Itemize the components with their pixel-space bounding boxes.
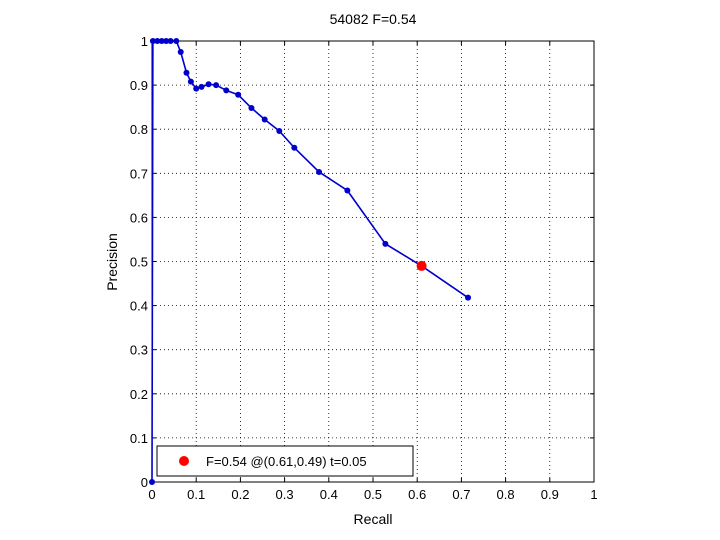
data-point [382, 240, 389, 247]
data-point [183, 69, 190, 76]
data-point [465, 294, 472, 301]
legend-text: F=0.54 @(0.61,0.49) t=0.05 [206, 454, 367, 469]
y-tick-label: 0.9 [130, 78, 148, 93]
data-point [187, 78, 194, 85]
y-tick-label: 0.5 [130, 255, 148, 270]
x-tick-label: 0 [148, 487, 155, 502]
y-tick-label: 1 [141, 34, 148, 49]
x-axis-label: Recall [354, 511, 393, 527]
x-tick-label: 0.2 [231, 487, 249, 502]
x-tick-label: 0.3 [276, 487, 294, 502]
data-point [213, 82, 220, 89]
y-ticks: 0 0.1 0.2 0.3 0.4 0.5 0.6 0.7 0.8 0.9 1 [130, 34, 594, 490]
best-f-point [416, 260, 427, 271]
data-point [167, 38, 174, 44]
data-point [261, 116, 268, 123]
data-point [158, 38, 165, 44]
data-point [276, 127, 283, 134]
data-point [248, 105, 255, 112]
legend-marker [179, 456, 189, 466]
data-point [223, 87, 230, 94]
data-point [177, 49, 184, 56]
legend: F=0.54 @(0.61,0.49) t=0.05 [156, 445, 414, 477]
series-group [149, 38, 472, 485]
x-tick-label: 0.8 [497, 487, 515, 502]
y-tick-label: 0.8 [130, 122, 148, 137]
data-point [149, 479, 155, 485]
x-tick-label: 0.1 [187, 487, 205, 502]
data-point [205, 81, 212, 88]
data-point [154, 38, 161, 44]
y-tick-label: 0 [141, 475, 148, 490]
legend-box [156, 445, 414, 477]
y-tick-label: 0.7 [130, 166, 148, 181]
data-point [163, 38, 170, 44]
y-tick-label: 0.2 [130, 387, 148, 402]
x-tick-label: 0.4 [320, 487, 338, 502]
data-point [193, 85, 200, 92]
data-point [344, 187, 351, 194]
grid [152, 41, 594, 482]
x-ticks: 0 0.1 0.2 0.3 0.4 0.5 0.6 0.7 0.8 0.9 1 [148, 41, 598, 502]
x-tick-label: 1 [590, 487, 597, 502]
y-axis-label: Precision [104, 233, 120, 291]
data-point [235, 91, 242, 98]
x-tick-label: 0.6 [408, 487, 426, 502]
x-tick-label: 0.5 [364, 487, 382, 502]
x-tick-label: 0.9 [541, 487, 559, 502]
y-tick-label: 0.1 [130, 431, 148, 446]
y-tick-label: 0.4 [130, 299, 148, 314]
data-point [173, 38, 180, 44]
data-point [198, 83, 205, 90]
data-point [316, 168, 323, 175]
chart-title: 54082 F=0.54 [330, 11, 417, 27]
data-point [149, 38, 156, 44]
y-tick-label: 0.3 [130, 343, 148, 358]
data-point [291, 144, 298, 151]
y-tick-label: 0.6 [130, 210, 148, 225]
x-tick-label: 0.7 [452, 487, 470, 502]
